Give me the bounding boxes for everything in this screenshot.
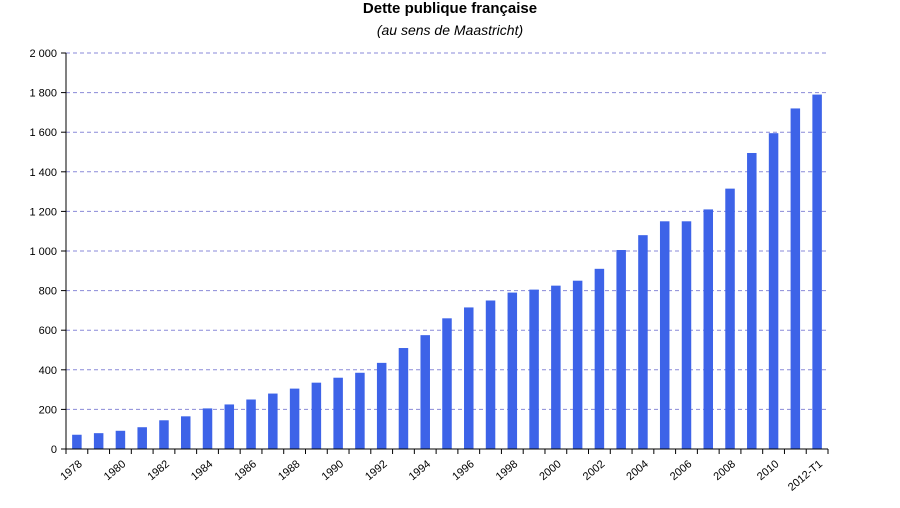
y-axis-ticks: 0 200 400 600 800 1 000 1 200 1 400 1 600 1 800 2 …: [29, 48, 66, 456]
bar-2009: [747, 152, 757, 450]
bar-2010: [768, 133, 779, 449]
bar-1994: [420, 335, 430, 449]
x-tick-label: 1988: [276, 458, 302, 483]
x-tick-label: 2002: [581, 458, 607, 483]
bar-1981: [137, 427, 147, 449]
x-tick-label: 1982: [145, 458, 171, 483]
bar-2000: [551, 285, 561, 449]
x-tick-label: 2008: [711, 458, 737, 483]
x-tick-label: 1980: [102, 458, 128, 483]
bar-1983: [180, 416, 191, 449]
chart-subtitle: (au sens de Maastricht): [376, 22, 524, 38]
bar-1988: [289, 388, 300, 449]
y-tick-label: 200: [39, 404, 57, 416]
x-axis-ticks: 1978 1980 1982 1984 1986 1988 1990 1992 1994 1996…: [58, 449, 829, 494]
x-tick-label: 1990: [320, 458, 346, 483]
bar-2007: [703, 209, 714, 449]
bar-1997: [485, 300, 496, 449]
x-tick-label: 1984: [189, 458, 215, 483]
x-tick-label: 2012-T1: [786, 458, 825, 494]
y-tick-label: 600: [39, 325, 57, 337]
y-tick-label: 2 000: [29, 48, 57, 60]
bars: [72, 94, 822, 450]
bar-1978: [72, 434, 82, 449]
x-tick-label: 1994: [407, 458, 433, 483]
bar-1987: [268, 393, 278, 449]
bar-2006: [681, 221, 692, 449]
y-tick-label: 400: [39, 365, 57, 377]
bar-1985: [224, 404, 235, 449]
bar-1996: [464, 307, 474, 449]
x-tick-label: 1996: [450, 458, 476, 483]
x-tick-label: 1986: [233, 458, 259, 483]
bar-2011: [790, 108, 801, 449]
y-tick-label: 1 000: [29, 246, 57, 258]
bar-1989: [311, 382, 322, 449]
y-tick-label: 1 800: [29, 88, 57, 100]
y-tick-label: 800: [39, 286, 57, 298]
bar-1999: [529, 289, 539, 449]
bar-1980: [115, 430, 126, 449]
bar-1998: [507, 292, 518, 449]
bar-1990: [333, 377, 343, 449]
bar-2005: [659, 221, 670, 449]
bar-2002: [594, 268, 605, 449]
x-tick-label: 2006: [668, 458, 694, 483]
bar-2001: [572, 280, 583, 449]
bar-2004: [638, 235, 648, 449]
bar-1984: [202, 408, 213, 449]
x-tick-label: 2010: [755, 458, 781, 483]
chart-title: Dette publique française: [362, 0, 538, 17]
y-tick-label: 0: [51, 444, 57, 456]
x-tick-label: 1978: [58, 458, 84, 483]
x-tick-label: 2004: [624, 458, 650, 483]
bar-1991: [355, 372, 365, 449]
bar-1979: [93, 433, 104, 449]
bar-2003: [616, 250, 626, 449]
bar-1992: [376, 362, 387, 449]
bar-1986: [246, 399, 256, 449]
x-tick-label: 1992: [363, 458, 389, 483]
bar-1993: [398, 348, 409, 449]
x-tick-label: 1998: [494, 458, 520, 483]
bar-1982: [159, 420, 169, 449]
y-tick-label: 1 400: [29, 167, 57, 179]
y-tick-label: 1 600: [29, 127, 57, 139]
bar-2012-T1: [812, 94, 822, 449]
bar-1995: [442, 318, 452, 449]
y-tick-label: 1 200: [29, 206, 57, 218]
x-tick-label: 2000: [537, 458, 563, 483]
bar-2008: [725, 188, 735, 449]
